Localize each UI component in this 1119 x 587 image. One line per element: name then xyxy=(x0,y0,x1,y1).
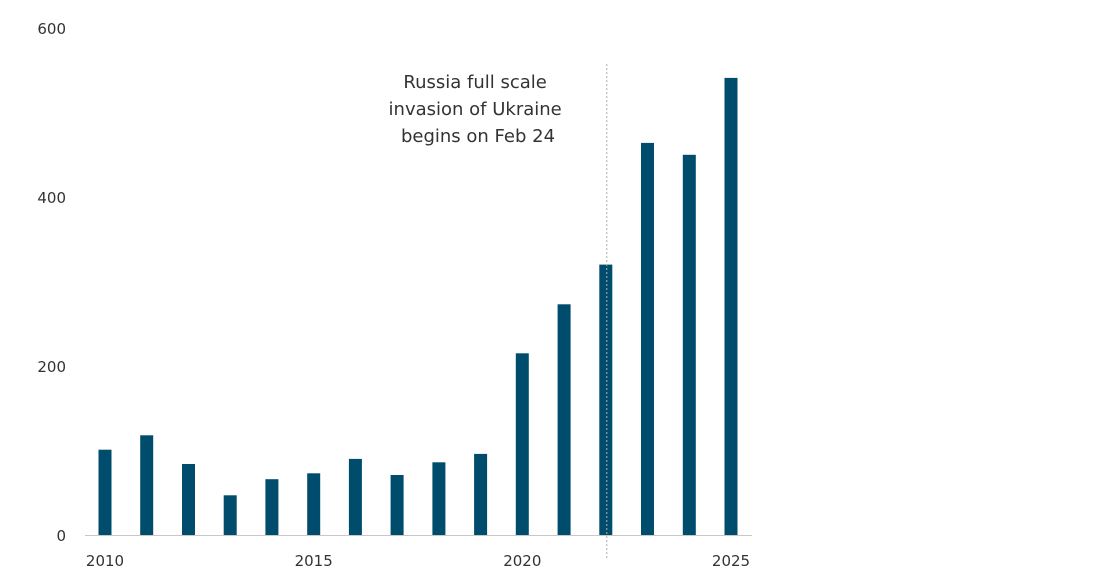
bar-2024 xyxy=(682,154,696,536)
bar-2021 xyxy=(557,304,571,535)
event-annotation: Russia full scale invasion of Ukraine be… xyxy=(389,72,568,147)
bar-2019 xyxy=(474,453,488,535)
bar-2022 xyxy=(599,264,613,535)
event-annotation-line-1: Russia full scale xyxy=(403,72,546,93)
bar-2010 xyxy=(98,449,112,535)
y-tick-label: 200 xyxy=(37,358,66,376)
y-tick-label: 0 xyxy=(56,527,66,545)
x-tick-label: 2020 xyxy=(503,552,541,570)
x-tick-label: 2010 xyxy=(86,552,124,570)
bar-2013 xyxy=(223,495,237,535)
event-annotation-line-3: begins on Feb 24 xyxy=(401,126,555,147)
x-axis-ticks: 2010 2015 2020 2025 xyxy=(86,552,750,570)
bar-2020 xyxy=(515,353,529,535)
bar-2017 xyxy=(390,475,404,535)
y-tick-label: 400 xyxy=(37,189,66,207)
bar-2018 xyxy=(432,462,446,535)
bar-2025 xyxy=(724,77,738,536)
x-tick-label: 2015 xyxy=(295,552,333,570)
x-tick-label: 2025 xyxy=(712,552,750,570)
bar-2016 xyxy=(348,458,362,535)
bar-2023 xyxy=(641,142,654,535)
y-axis-ticks: 0 200 400 600 xyxy=(37,20,66,545)
bar-2011 xyxy=(140,435,154,535)
bar-2014 xyxy=(265,479,279,535)
bar-2015 xyxy=(307,473,321,535)
bar-2012 xyxy=(182,464,195,535)
y-tick-label: 600 xyxy=(37,20,66,38)
bars xyxy=(98,77,738,536)
event-annotation-line-2: invasion of Ukraine xyxy=(389,99,562,120)
